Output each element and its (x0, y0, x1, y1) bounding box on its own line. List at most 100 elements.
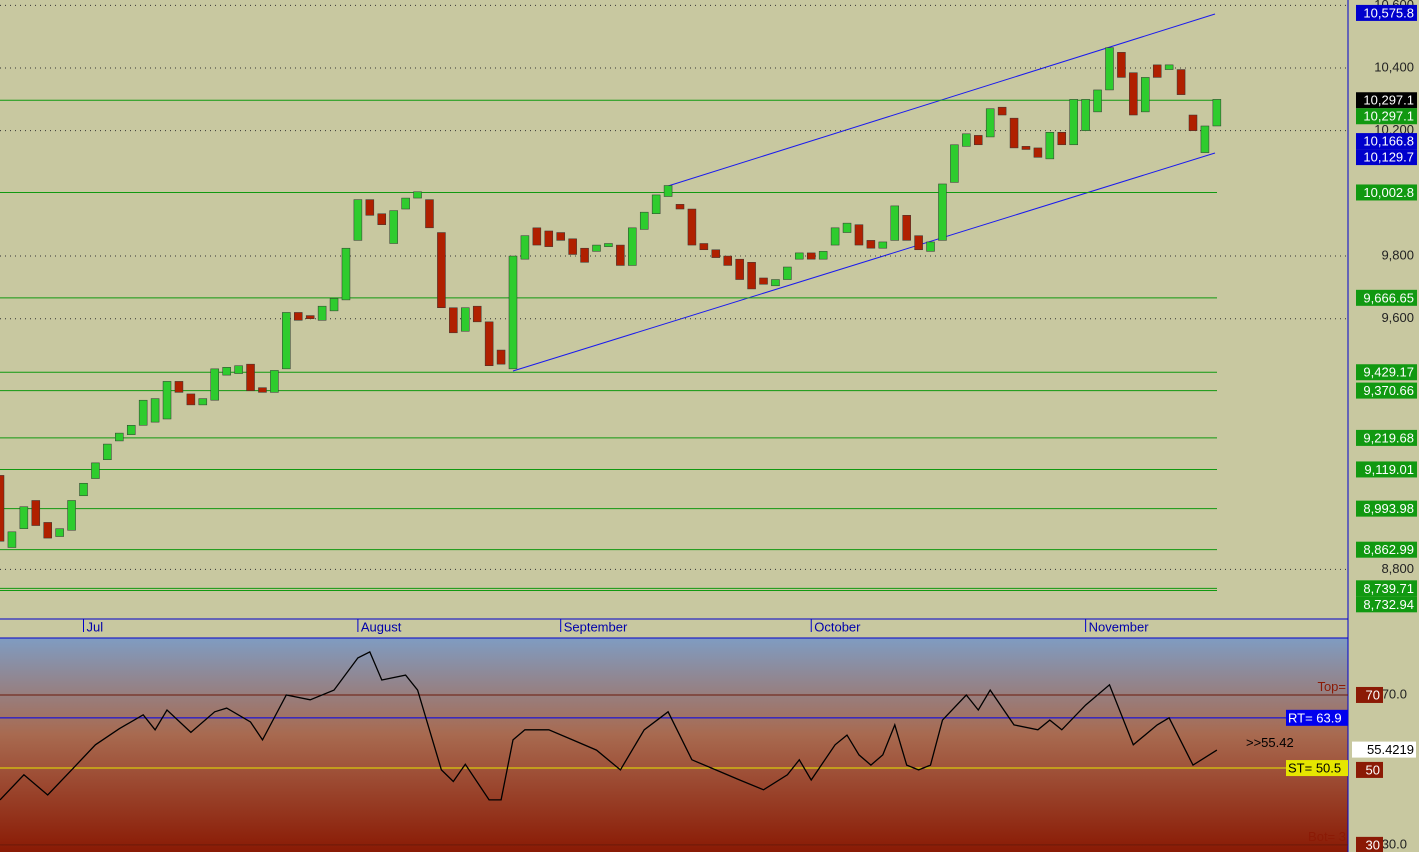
candle (556, 232, 565, 241)
candle (1033, 147, 1043, 158)
candle (1021, 146, 1031, 150)
y-tick-label: 30.0 (1382, 836, 1407, 851)
candle (974, 135, 983, 146)
candle (818, 251, 828, 260)
candle (7, 531, 17, 548)
candle (520, 235, 530, 260)
candle (711, 249, 721, 258)
candle (1081, 99, 1090, 131)
candle (628, 227, 637, 266)
band-label: Top= (1317, 679, 1346, 694)
candle (222, 367, 231, 376)
label-text: 9,370.66 (1363, 383, 1414, 398)
label-box (1356, 184, 1417, 201)
label-box (1356, 836, 1383, 852)
label-box (1356, 500, 1417, 517)
x-tick-label: September (564, 619, 628, 634)
candle (1129, 72, 1138, 116)
candle (723, 255, 732, 266)
band-label: ST= 50.5 (1288, 760, 1341, 775)
x-tick-label: November (1089, 619, 1150, 634)
candle (926, 241, 935, 252)
label-box (1356, 92, 1417, 109)
candle (103, 443, 112, 460)
candle (771, 279, 780, 287)
candle (174, 381, 184, 393)
label-box (1356, 364, 1417, 381)
candle (389, 210, 398, 244)
candle (19, 506, 29, 529)
candle (580, 247, 589, 263)
candle (1164, 64, 1174, 70)
candle (1105, 47, 1114, 91)
candle (687, 208, 697, 246)
label-text: 10,166.8 (1363, 134, 1414, 149)
label-box (1356, 108, 1417, 125)
candle (341, 247, 351, 301)
candle (890, 205, 899, 241)
y-tick-label: 9,800 (1381, 247, 1414, 262)
candle (1176, 69, 1186, 95)
label-text: 9,429.17 (1363, 365, 1414, 380)
candle (234, 365, 243, 374)
candle (305, 315, 315, 319)
candle (79, 482, 88, 497)
x-tick-label: Jul (87, 619, 104, 634)
candle (675, 204, 685, 210)
candle (258, 387, 267, 393)
candle (461, 307, 470, 332)
candle (317, 305, 327, 321)
candle (198, 398, 208, 406)
label-text: 8,732.94 (1363, 597, 1414, 612)
candle (377, 213, 387, 225)
candle (878, 241, 888, 249)
label-box (1356, 289, 1417, 306)
candle (962, 133, 971, 147)
label-box (1356, 596, 1417, 613)
band-box (1286, 760, 1348, 777)
label-box (1356, 429, 1417, 446)
candle (651, 194, 661, 214)
label-text: 30 (1366, 837, 1380, 852)
label-text: 9,666.65 (1363, 290, 1414, 305)
candle (186, 393, 196, 406)
label-text: 10,297.1 (1363, 93, 1414, 108)
y-tick-label: 9,600 (1381, 310, 1414, 325)
candle (1057, 131, 1067, 146)
label-text: 8,993.98 (1363, 501, 1414, 516)
band-label: Bot= 3 (1308, 829, 1346, 844)
current-label: 55.4219 (1367, 742, 1414, 757)
candle (31, 500, 41, 526)
candle (282, 312, 291, 370)
label-text: 10,575.8 (1363, 5, 1414, 20)
candle (437, 232, 446, 308)
x-tick-label: August (361, 619, 402, 634)
candle (735, 258, 744, 280)
candle (842, 222, 852, 233)
label-box (1356, 580, 1417, 597)
candle (329, 298, 339, 312)
candle (413, 191, 422, 199)
oscillator-line (0, 651, 1218, 801)
label-text: 10,129.7 (1363, 150, 1414, 165)
candle (795, 252, 804, 260)
candle (1009, 117, 1019, 149)
candle (1141, 77, 1150, 113)
label-box (1356, 461, 1417, 478)
band-box (1286, 709, 1348, 726)
candle (854, 224, 864, 246)
label-box (1356, 382, 1417, 399)
candle (496, 349, 506, 365)
candle (532, 227, 542, 246)
y-tick-label: 8,800 (1381, 561, 1414, 576)
candle (210, 368, 219, 401)
candle (902, 215, 911, 241)
candle (938, 183, 947, 241)
candle (604, 243, 613, 247)
candle (997, 106, 1007, 116)
candle (639, 211, 649, 230)
candle (0, 475, 5, 542)
y-tick-label: 10,400 (1374, 59, 1414, 74)
label-text: 8,739.71 (1363, 581, 1414, 596)
